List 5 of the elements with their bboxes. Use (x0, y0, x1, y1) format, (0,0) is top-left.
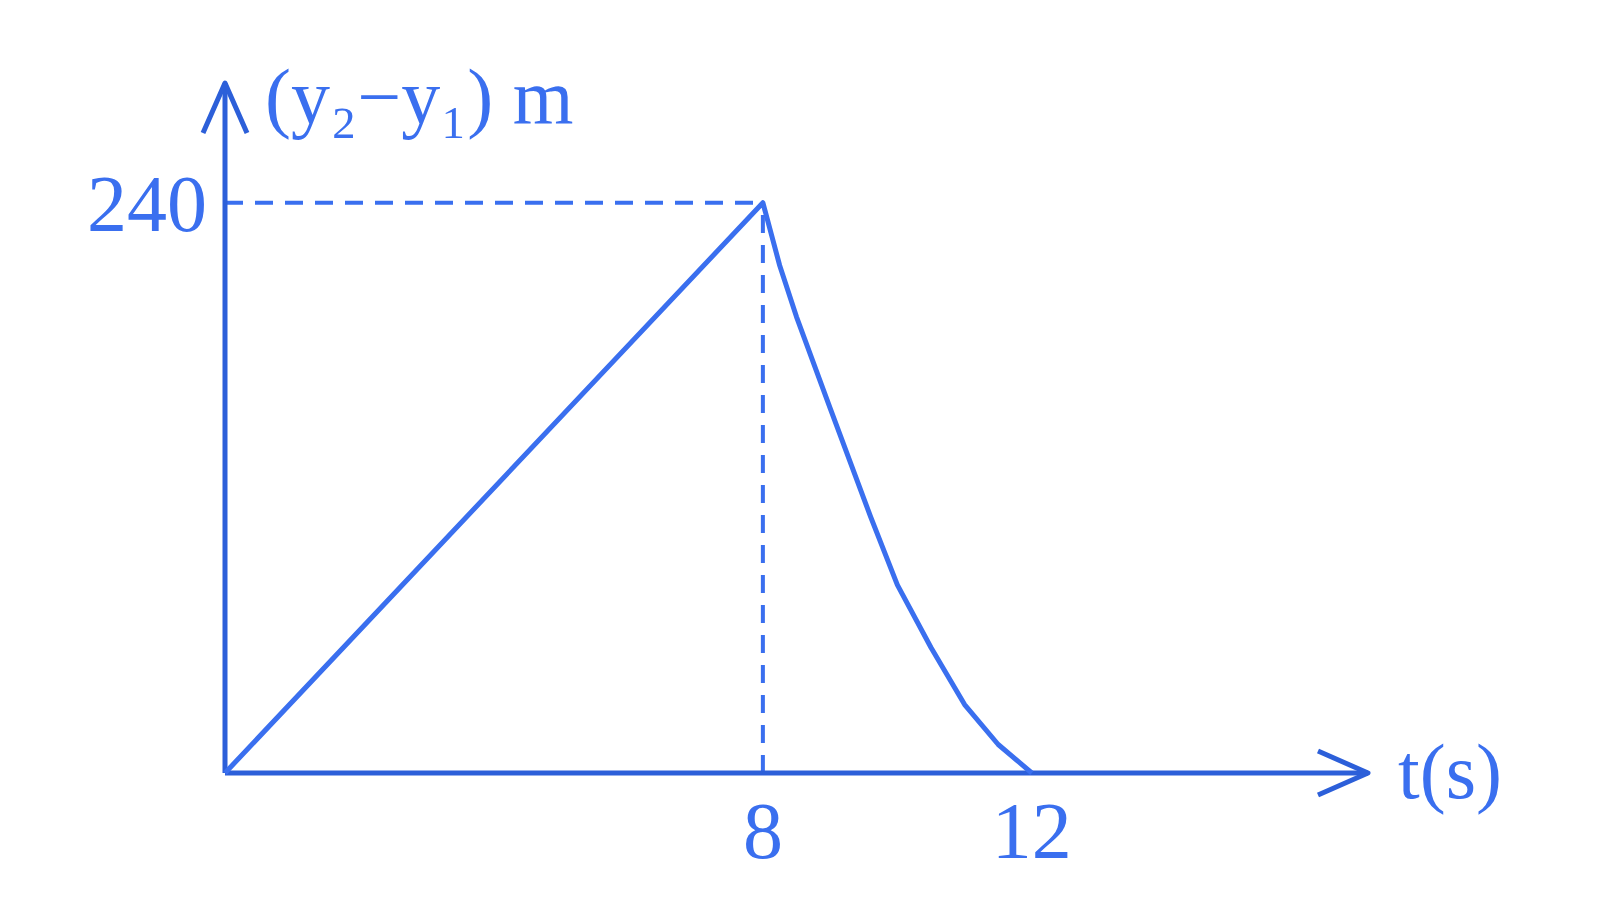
x-axis-title: t(s) (1398, 728, 1502, 815)
annotation: 240 (87, 159, 207, 248)
x-tick-label: 12 (991, 787, 1072, 875)
y-axis-title: (y₂−y₁) m (265, 53, 574, 140)
x-tick-label: 8 (742, 787, 783, 875)
